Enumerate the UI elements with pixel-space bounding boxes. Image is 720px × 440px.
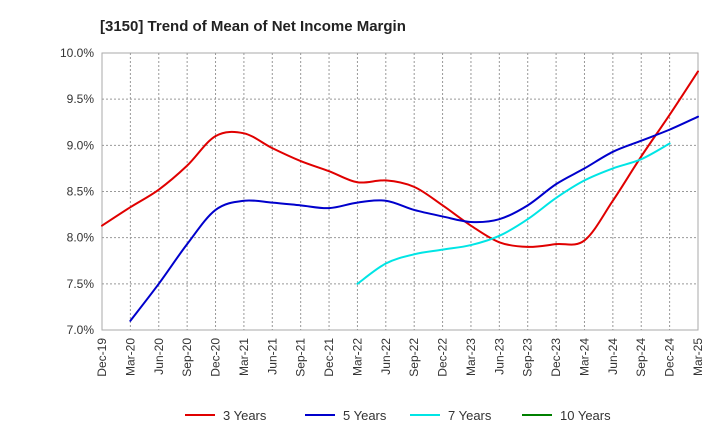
grid [102, 53, 698, 330]
x-tick-label: Jun-21 [265, 338, 279, 375]
series-line-1 [101, 70, 699, 248]
x-tick-label: Sep-20 [180, 338, 194, 377]
y-tick-label: 7.0% [67, 323, 95, 337]
x-tick-label: Jun-22 [379, 338, 393, 375]
legend-label: 7 Years [448, 408, 492, 423]
x-tick-label: Sep-21 [294, 338, 308, 377]
x-tick-label: Sep-24 [634, 338, 648, 377]
legend-label: 3 Years [223, 408, 267, 423]
y-axis-ticks: 7.0% 7.5% 8.0% 8.5% 9.0% 9.5% 10.0% [60, 46, 94, 337]
x-tick-label: Dec-22 [436, 338, 450, 377]
x-tick-label: Mar-21 [237, 338, 251, 376]
legend: 3 Years 5 Years 7 Years 10 Years [185, 408, 611, 423]
y-tick-label: 8.0% [67, 231, 95, 245]
x-tick-label: Jun-23 [492, 338, 506, 375]
x-tick-label: Dec-23 [549, 338, 563, 377]
x-tick-label: Sep-23 [521, 338, 535, 377]
series-line-3 [356, 142, 671, 285]
x-tick-label: Jun-24 [606, 338, 620, 375]
x-tick-label: Dec-20 [209, 338, 223, 377]
x-tick-label: Mar-22 [350, 338, 364, 376]
series-lines [101, 70, 699, 322]
x-axis-ticks: Dec-19 Mar-20 Jun-20 Sep-20 Dec-20 Mar-21 Jun-… [95, 338, 705, 377]
y-tick-label: 9.0% [67, 138, 95, 152]
legend-label: 5 Years [343, 408, 387, 423]
chart-title: [3150] Trend of Mean of Net Income Margi… [100, 18, 406, 35]
y-tick-label: 7.5% [67, 277, 95, 291]
x-tick-label: Mar-24 [577, 338, 591, 376]
x-tick-label: Mar-23 [464, 338, 478, 376]
x-tick-label: Mar-20 [123, 338, 137, 376]
series-line-2 [129, 115, 699, 322]
y-tick-label: 8.5% [67, 185, 95, 199]
x-tick-label: Dec-24 [663, 338, 677, 377]
x-tick-label: Sep-22 [407, 338, 421, 377]
y-tick-label: 9.5% [67, 92, 95, 106]
y-tick-label: 10.0% [60, 46, 94, 60]
x-tick-label: Dec-19 [95, 338, 109, 377]
legend-label: 10 Years [560, 408, 611, 423]
x-tick-label: Mar-25 [691, 338, 705, 376]
x-tick-label: Dec-21 [322, 338, 336, 377]
x-tick-label: Jun-20 [152, 338, 166, 375]
